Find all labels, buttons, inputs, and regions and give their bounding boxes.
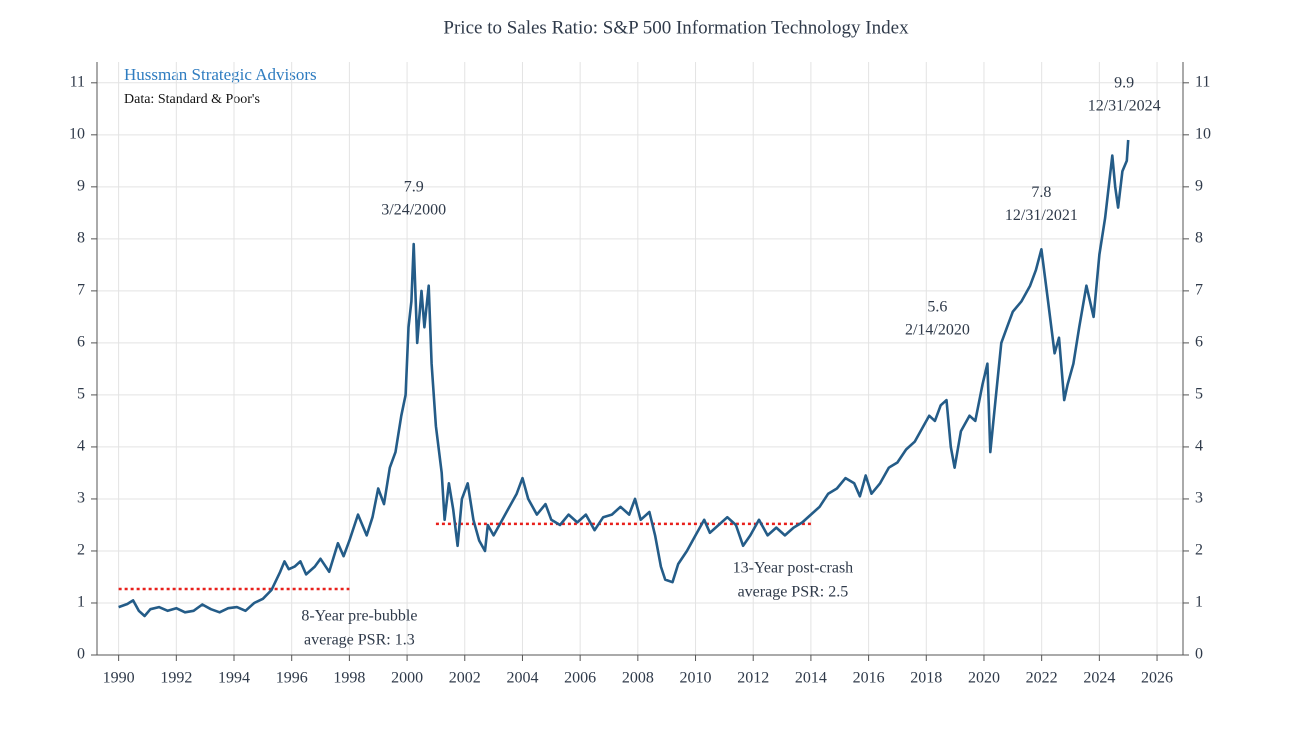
reference-label: average PSR: 1.3 <box>304 632 415 649</box>
x-tick-label: 1994 <box>218 670 250 687</box>
x-tick-label: 1996 <box>276 670 308 687</box>
y2-tick-label: 4 <box>1195 438 1203 455</box>
annotation-date: 3/24/2000 <box>381 202 446 219</box>
y-tick-label: 5 <box>77 386 85 403</box>
annotation-date: 2/14/2020 <box>905 321 970 338</box>
x-tick-label: 2016 <box>853 670 885 687</box>
y-tick-label: 4 <box>77 438 85 455</box>
y-tick-label: 9 <box>77 178 85 195</box>
x-tick-label: 2012 <box>737 670 769 687</box>
x-tick-label: 2010 <box>680 670 712 687</box>
y-tick-label: 8 <box>77 230 85 247</box>
reference-label: 8-Year pre-bubble <box>301 608 417 625</box>
y2-tick-label: 3 <box>1195 490 1203 507</box>
x-tick-label: 2008 <box>622 670 654 687</box>
x-tick-label: 2002 <box>449 670 481 687</box>
x-tick-label: 1992 <box>160 670 192 687</box>
annotation-value: 7.8 <box>1031 184 1051 201</box>
annotation-value: 7.9 <box>404 179 424 196</box>
y2-tick-label: 0 <box>1195 646 1203 663</box>
y2-tick-label: 9 <box>1195 178 1203 195</box>
source-note: Data: Standard & Poor's <box>124 92 260 107</box>
y-tick-label: 11 <box>70 73 85 90</box>
source-title: Hussman Strategic Advisors <box>124 65 317 84</box>
x-tick-label: 2014 <box>795 670 827 687</box>
x-tick-label: 2018 <box>910 670 942 687</box>
annotation-date: 12/31/2024 <box>1088 98 1161 115</box>
x-tick-label: 2020 <box>968 670 1000 687</box>
chart-title: Price to Sales Ratio: S&P 500 Informatio… <box>443 17 909 38</box>
y2-tick-label: 5 <box>1195 386 1203 403</box>
y-tick-label: 10 <box>69 125 85 142</box>
y-tick-label: 1 <box>77 594 85 611</box>
y2-tick-label: 11 <box>1195 73 1210 90</box>
annotation-date: 12/31/2021 <box>1005 207 1078 224</box>
y2-tick-label: 2 <box>1195 542 1203 559</box>
x-tick-label: 2024 <box>1083 670 1115 687</box>
x-tick-label: 2004 <box>506 670 538 687</box>
data-line <box>118 139 1130 618</box>
x-tick-label: 2026 <box>1141 670 1173 687</box>
reference-label: 13-Year post-crash <box>733 560 854 577</box>
y-tick-label: 3 <box>77 490 85 507</box>
y2-tick-label: 6 <box>1195 334 1203 351</box>
x-tick-label: 1998 <box>333 670 365 687</box>
y2-tick-label: 7 <box>1195 282 1203 299</box>
x-tick-label: 2022 <box>1026 670 1058 687</box>
y2-tick-label: 8 <box>1195 230 1203 247</box>
reference-label: average PSR: 2.5 <box>738 584 849 601</box>
y-tick-label: 7 <box>77 282 85 299</box>
y-tick-label: 6 <box>77 334 85 351</box>
y2-tick-label: 1 <box>1195 594 1203 611</box>
annotation-value: 5.6 <box>927 298 947 315</box>
y-tick-label: 2 <box>77 542 85 559</box>
x-tick-label: 1990 <box>103 670 135 687</box>
y-tick-label: 0 <box>77 646 85 663</box>
y2-tick-label: 10 <box>1195 125 1211 142</box>
x-tick-label: 2000 <box>391 670 423 687</box>
annotation-value: 9.9 <box>1114 75 1134 92</box>
x-tick-label: 2006 <box>564 670 596 687</box>
